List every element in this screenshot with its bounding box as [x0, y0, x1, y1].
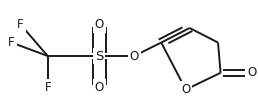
Text: F: F — [44, 81, 51, 94]
Text: O: O — [95, 81, 104, 94]
Text: O: O — [130, 50, 139, 62]
Text: F: F — [8, 36, 15, 49]
Text: O: O — [181, 83, 190, 96]
Text: F: F — [17, 18, 24, 31]
Text: S: S — [95, 50, 103, 62]
Text: O: O — [95, 18, 104, 31]
Text: O: O — [247, 66, 256, 79]
